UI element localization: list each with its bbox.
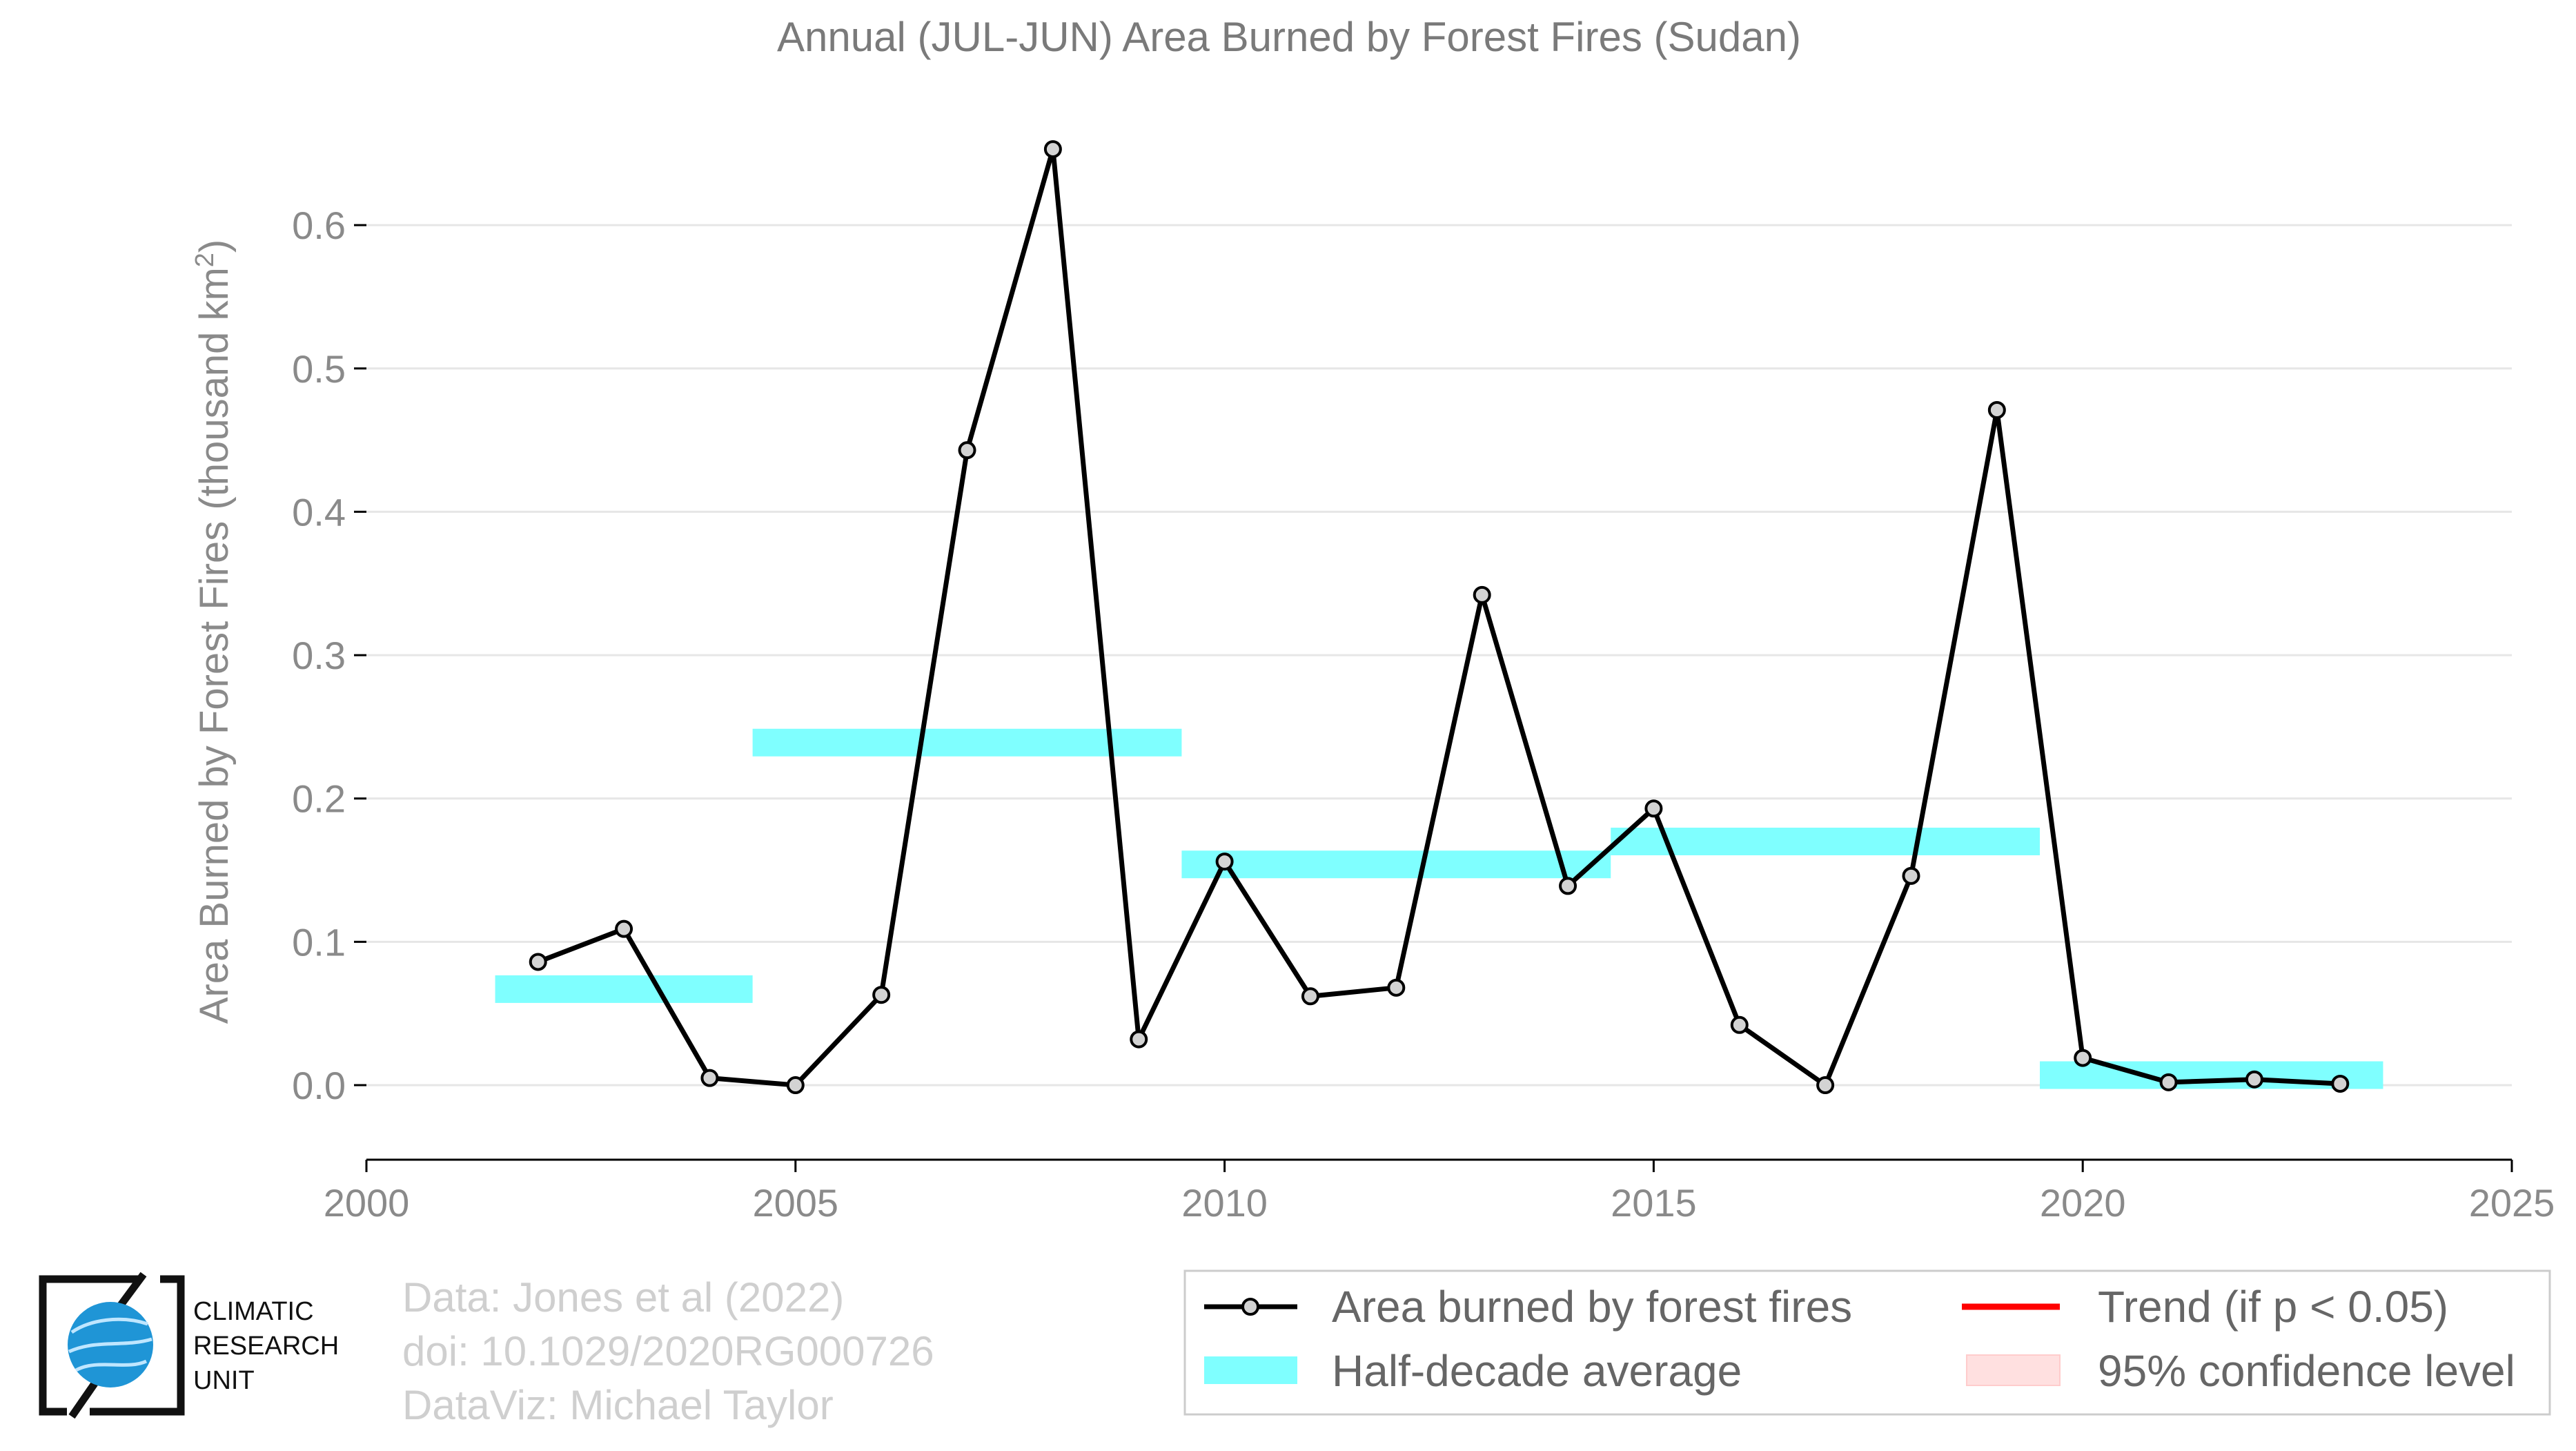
- globe-line-1: [70, 1317, 148, 1334]
- x-tick-label: 2020: [2040, 1181, 2126, 1225]
- data-point: [1130, 1030, 1148, 1049]
- x-tick-label: 2005: [753, 1181, 839, 1225]
- data-point: [2074, 1049, 2092, 1067]
- logo-bracket-left: [39, 1275, 138, 1416]
- y-axis-label-superscript: 2: [190, 253, 219, 267]
- data-point: [1730, 1015, 1749, 1034]
- credit-data-source: Data: Jones et al (2022): [402, 1274, 844, 1321]
- data-point: [1902, 866, 1920, 885]
- data-point: [1043, 140, 1062, 159]
- data-point: [872, 986, 891, 1004]
- x-axis-ticks: 2000 2005 2010 2015 2020 2025: [324, 1160, 2555, 1225]
- legend-label-confidence: 95% confidence level: [2098, 1346, 2515, 1396]
- logo-text-unit: UNIT: [193, 1366, 255, 1395]
- y-tick-label: 0.3: [292, 634, 346, 677]
- legend-box: [1183, 1269, 2551, 1416]
- legend: Area burned by forest fires Trend (if p …: [1183, 1269, 2551, 1416]
- x-tick-label: 2000: [324, 1181, 410, 1225]
- x-tick-label: 2010: [1181, 1181, 1268, 1225]
- data-point: [1301, 987, 1319, 1006]
- data-point: [786, 1076, 805, 1095]
- y-axis-label-tail: ): [192, 240, 237, 253]
- y-tick-label: 0.1: [292, 920, 346, 964]
- chart-title: Annual (JUL-JUN) Area Burned by Forest F…: [777, 14, 1801, 60]
- globe-line-3: [75, 1359, 148, 1372]
- logo-bracket-right: [90, 1275, 185, 1416]
- data-point: [1987, 400, 2006, 419]
- data-point: [1387, 978, 1406, 997]
- y-tick-label: 0.4: [292, 490, 346, 534]
- logo-text-research: RESEARCH: [193, 1332, 339, 1361]
- x-tick-label: 2025: [2469, 1181, 2555, 1225]
- data-point: [1559, 877, 1577, 895]
- logo-text-climatic: CLIMATIC: [193, 1297, 314, 1326]
- data-point: [1215, 853, 1234, 871]
- legend-label-half-decade: Half-decade average: [1332, 1346, 1742, 1396]
- series-line: [537, 146, 2341, 1088]
- data-point: [700, 1069, 719, 1087]
- data-point: [2331, 1074, 2350, 1093]
- x-tick-label: 2015: [1611, 1181, 1697, 1225]
- credit-doi: doi: 10.1029/2020RG000726: [402, 1328, 934, 1374]
- y-tick-label: 0.6: [292, 204, 346, 247]
- y-tick-label: 0.0: [292, 1064, 346, 1107]
- globe-line-2: [68, 1337, 153, 1354]
- y-tick-label: 0.2: [292, 777, 346, 821]
- legend-label-trend: Trend (if p < 0.05): [2098, 1282, 2448, 1332]
- data-point: [2245, 1070, 2263, 1089]
- data-point: [615, 919, 633, 938]
- legend-label-area-burned: Area burned by forest fires: [1332, 1282, 1852, 1332]
- data-point: [958, 441, 976, 460]
- y-axis-ticks: 0.0 0.1 0.2 0.3 0.4 0.5 0.6: [292, 204, 366, 1107]
- data-point: [2159, 1073, 2178, 1091]
- legend-swatch-marker: [1241, 1298, 1259, 1316]
- y-axis-label: Area Burned by Forest Fires (thousand km…: [190, 240, 237, 1024]
- half-decade-band: [1181, 850, 1611, 879]
- data-point: [1816, 1076, 1835, 1095]
- data-point: [529, 953, 547, 971]
- gridlines: [366, 224, 2512, 1087]
- data-point: [1644, 799, 1663, 818]
- legend-swatch-half-decade: [1204, 1356, 1297, 1384]
- half-decade-band: [495, 975, 753, 1003]
- data-point: [1473, 585, 1491, 604]
- logo-slash-bottom: [68, 1378, 100, 1419]
- y-axis-label-main: Area Burned by Forest Fires (thousand km: [192, 267, 237, 1024]
- half-decade-band: [752, 728, 1182, 757]
- y-tick-label: 0.5: [292, 347, 346, 391]
- half-decade-band: [1611, 828, 2041, 856]
- credit-dataviz: DataViz: Michael Taylor: [402, 1382, 834, 1428]
- cru-logo: CLIMATIC RESEARCH UNIT: [39, 1272, 339, 1419]
- legend-swatch-confidence: [1966, 1354, 2061, 1386]
- series-area-burned: [529, 140, 2350, 1095]
